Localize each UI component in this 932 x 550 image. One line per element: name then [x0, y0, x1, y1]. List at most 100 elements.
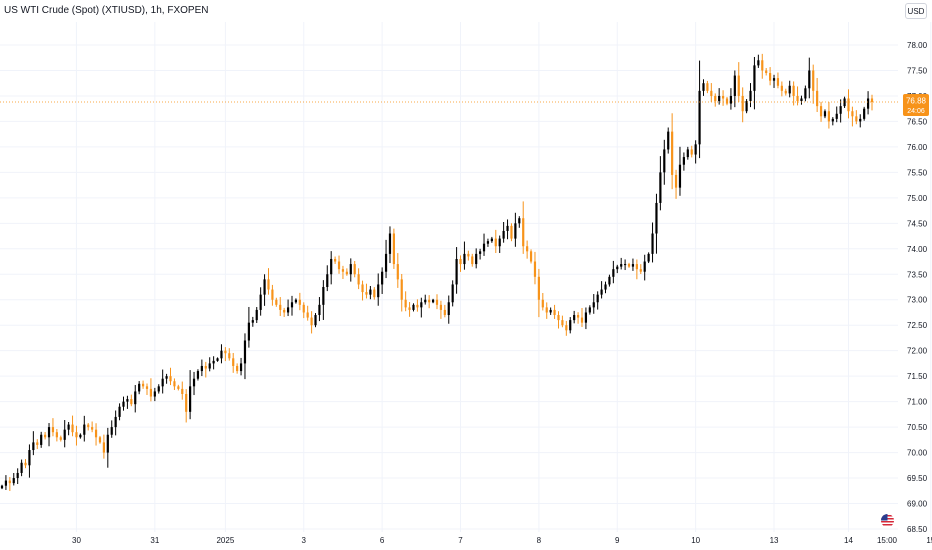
candle-body: [659, 172, 662, 203]
y-tick-label: 76.50: [907, 117, 928, 126]
candle-body: [75, 432, 78, 438]
candle-body: [866, 98, 870, 109]
candle-body: [255, 309, 258, 321]
y-tick-label: 78.00: [907, 41, 928, 50]
candle-body: [506, 225, 509, 231]
last-price-value: 76.88: [906, 97, 927, 106]
candle-body: [251, 320, 254, 323]
candle-body: [847, 98, 850, 112]
candle-body: [353, 264, 356, 275]
candle-body: [294, 299, 298, 303]
candle-body: [396, 264, 399, 280]
candle-body: [369, 289, 372, 295]
candle-body: [302, 304, 305, 313]
y-tick-label: 74.00: [907, 245, 928, 254]
candle-body: [839, 106, 842, 114]
time-axis: 30 31 2025 3 6 7 8 9 10 13 14 15 15:00: [72, 536, 932, 545]
candle-body: [271, 289, 274, 300]
candle-body: [447, 302, 450, 316]
candle-body: [404, 299, 407, 308]
candle-body: [200, 365, 203, 372]
candle-body: [855, 116, 858, 122]
candle-body: [796, 95, 799, 102]
candle-body: [141, 383, 145, 387]
candle-body: [663, 149, 666, 173]
candle-body: [106, 434, 109, 453]
candle-body: [686, 149, 689, 158]
candle-body: [153, 391, 156, 397]
candle-body: [533, 261, 537, 277]
candle-body: [769, 73, 772, 81]
candle-body: [4, 480, 8, 486]
candle-body: [620, 264, 623, 267]
candle-body: [118, 406, 121, 417]
candle-body: [851, 111, 854, 117]
candle-body: [600, 289, 603, 295]
candle-body: [479, 251, 482, 254]
candle-body: [322, 287, 325, 305]
candle-body: [412, 304, 415, 310]
candle-body: [710, 90, 713, 96]
candle-body: [40, 434, 43, 445]
candle-body: [631, 264, 635, 267]
candle-body: [345, 271, 348, 275]
candle-body: [690, 149, 693, 155]
x-tick-label: 15:00: [877, 536, 898, 545]
candle-body: [208, 363, 211, 369]
candle-body: [780, 85, 783, 91]
candle-body: [819, 106, 823, 117]
candle-body: [177, 386, 180, 389]
currency-button[interactable]: USD: [905, 3, 927, 19]
us-flag-icon[interactable]: [881, 514, 894, 527]
candle-body: [79, 434, 82, 438]
candle-body: [678, 164, 682, 188]
y-tick-label: 71.00: [907, 398, 928, 407]
candle-body: [514, 223, 517, 239]
candle-body: [83, 424, 86, 435]
candle-body: [216, 358, 219, 361]
candle-body: [63, 429, 66, 440]
candle-body: [761, 60, 764, 71]
candle-body: [537, 276, 540, 300]
candle-body: [0, 485, 4, 489]
y-tick-label: 77.50: [907, 66, 928, 75]
candle-body: [835, 113, 838, 119]
candle-body: [800, 98, 803, 102]
candle-body: [91, 427, 94, 430]
y-tick-label: 69.50: [907, 474, 928, 483]
x-tick-label: 31: [150, 536, 159, 545]
candle-body: [471, 256, 474, 265]
candle-body: [596, 294, 599, 303]
candle-body: [408, 307, 411, 310]
candle-body: [843, 98, 846, 107]
candle-body: [47, 427, 51, 438]
candle-body: [455, 258, 458, 285]
candle-body: [416, 304, 419, 308]
candle-body: [428, 299, 431, 303]
candle-body: [28, 450, 31, 466]
candle-body: [772, 78, 776, 81]
candle-body: [870, 98, 874, 103]
candle-body: [816, 90, 819, 107]
candle-body: [36, 442, 39, 445]
candle-body: [569, 320, 572, 331]
x-tick-label: 2025: [216, 536, 234, 545]
x-tick-label: 15: [926, 536, 932, 545]
grid-lines: [0, 22, 932, 532]
candle-body: [388, 233, 392, 254]
candle-body: [212, 360, 215, 364]
candle-body: [326, 274, 329, 287]
candle-body: [702, 83, 705, 91]
candle-body: [682, 157, 685, 165]
candle-body: [157, 386, 160, 392]
candle-body: [51, 427, 55, 433]
candle-body: [604, 284, 607, 290]
candle-body: [439, 304, 443, 310]
candle-body: [482, 243, 486, 252]
candles: [0, 53, 874, 491]
y-tick-label: 68.50: [907, 525, 928, 534]
candle-body: [624, 264, 627, 266]
candle-body: [494, 238, 497, 247]
candle-body: [247, 322, 250, 341]
